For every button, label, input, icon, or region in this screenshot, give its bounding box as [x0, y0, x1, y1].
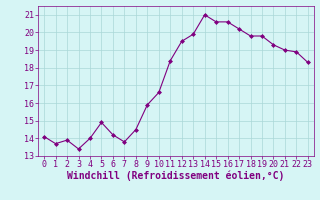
X-axis label: Windchill (Refroidissement éolien,°C): Windchill (Refroidissement éolien,°C): [67, 171, 285, 181]
